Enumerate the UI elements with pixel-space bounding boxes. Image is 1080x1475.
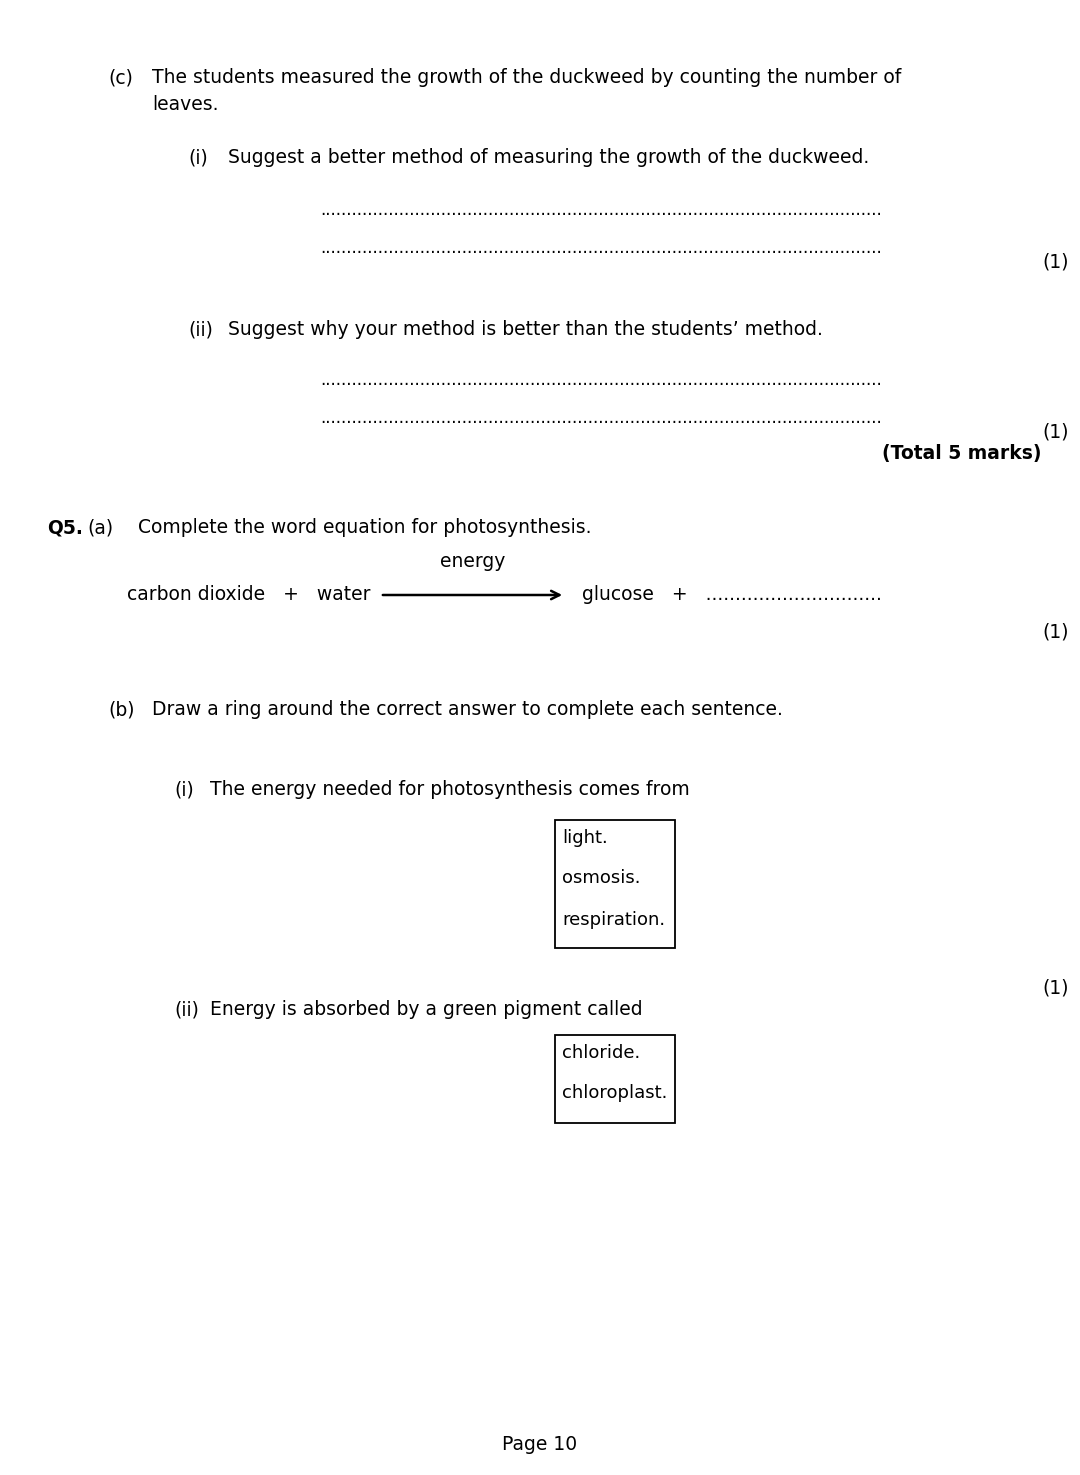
Text: (a): (a) [87,518,113,537]
Text: (ii): (ii) [174,1000,199,1019]
Text: respiration.: respiration. [562,912,665,929]
Text: (i): (i) [188,148,207,167]
Text: Suggest a better method of measuring the growth of the duckweed.: Suggest a better method of measuring the… [228,148,869,167]
Text: (ii): (ii) [188,320,213,339]
Text: (Total 5 marks): (Total 5 marks) [882,444,1042,463]
Text: osmosis.: osmosis. [562,869,640,886]
Text: ................................................................................: ........................................… [321,372,882,389]
Text: light.: light. [562,829,608,847]
Text: Draw a ring around the correct answer to complete each sentence.: Draw a ring around the correct answer to… [152,701,783,718]
Text: Energy is absorbed by a green pigment called: Energy is absorbed by a green pigment ca… [210,1000,643,1019]
Text: ................................................................................: ........................................… [321,409,882,426]
Text: Complete the word equation for photosynthesis.: Complete the word equation for photosynt… [138,518,592,537]
Text: ................................................................................: ........................................… [321,201,882,218]
Text: The energy needed for photosynthesis comes from: The energy needed for photosynthesis com… [210,780,690,799]
Text: (1): (1) [1042,422,1068,441]
Text: (1): (1) [1042,622,1068,642]
Text: The students measured the growth of the duckweed by counting the number of: The students measured the growth of the … [152,68,901,87]
Bar [555,1035,675,1122]
Text: leaves.: leaves. [152,94,218,114]
Text: (1): (1) [1042,252,1068,271]
Text: chloride.: chloride. [562,1044,640,1062]
Bar [555,820,675,948]
Text: Page 10: Page 10 [502,1435,578,1454]
Text: (1): (1) [1042,978,1068,997]
Text: (i): (i) [174,780,193,799]
Text: chloroplast.: chloroplast. [562,1084,667,1102]
Text: glucose   +   ..............................: glucose + .............................. [582,586,882,605]
Text: carbon dioxide   +   water: carbon dioxide + water [127,586,370,605]
Text: Q5.: Q5. [48,518,83,537]
Text: (b): (b) [108,701,135,718]
Text: (c): (c) [108,68,133,87]
Text: ................................................................................: ........................................… [321,239,882,257]
Text: Suggest why your method is better than the students’ method.: Suggest why your method is better than t… [228,320,823,339]
Text: energy: energy [440,552,505,571]
